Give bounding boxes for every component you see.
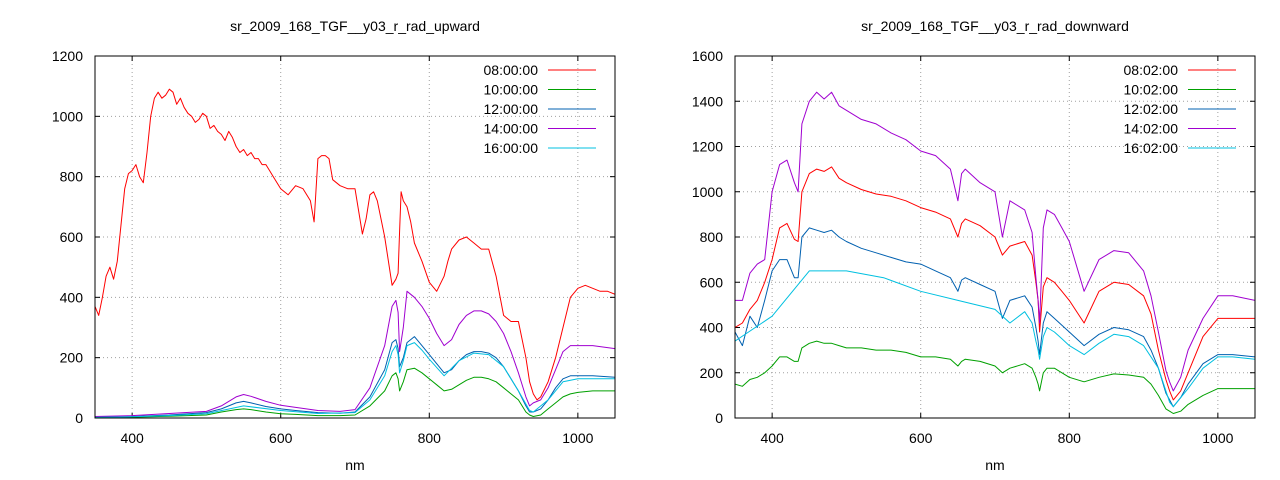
series-line-10:02:00 (735, 340, 1255, 414)
y-tick-label: 1400 (692, 93, 723, 109)
legend-label: 16:00:00 (484, 140, 539, 156)
plot-frame (734, 55, 1256, 419)
series-line-12:00:00 (95, 336, 615, 418)
y-tick-label: 600 (700, 274, 724, 290)
y-tick-label: 1600 (692, 48, 723, 64)
y-tick-label: 1000 (692, 184, 723, 200)
y-tick-label: 400 (60, 289, 84, 305)
series-line-08:00:00 (95, 88, 615, 401)
legend-label: 14:02:00 (1124, 121, 1179, 137)
x-tick-label: 800 (418, 430, 442, 446)
legend-label: 16:02:00 (1124, 140, 1179, 156)
x-tick-label: 1000 (1202, 430, 1233, 446)
y-tick-label: 200 (60, 350, 84, 366)
legend-label: 08:00:00 (484, 62, 539, 78)
chart-2: sr_2009_168_TGF__y03_r_rad_downward 0 200 4… (692, 18, 1256, 473)
series-line-14:00:00 (95, 290, 615, 417)
x-tick-label: 1000 (562, 430, 593, 446)
legend-label: 10:00:00 (484, 82, 539, 98)
y-tick-label: 1200 (52, 48, 83, 64)
y-tick-label: 400 (700, 320, 724, 336)
series-line-12:02:00 (735, 227, 1255, 408)
series-line-08:02:00 (735, 166, 1255, 401)
legend-label: 08:02:00 (1124, 62, 1179, 78)
y-tick-label: 800 (60, 169, 84, 185)
x-axis-label: nm (985, 457, 1004, 473)
series-line-16:02:00 (735, 270, 1255, 408)
x-tick-label: 400 (760, 430, 784, 446)
y-tick-label: 1200 (692, 139, 723, 155)
y-tick-label: 0 (715, 410, 723, 426)
series-line-10:00:00 (95, 367, 615, 418)
y-tick-label: 800 (700, 229, 724, 245)
x-tick-label: 800 (1058, 430, 1082, 446)
plot-frame (94, 55, 616, 419)
series-line-14:02:00 (735, 91, 1255, 392)
y-tick-label: 600 (60, 229, 84, 245)
legend-label: 10:02:00 (1124, 82, 1179, 98)
chart-1: sr_2009_168_TGF__y03_r_rad_upward 0 200 400… (52, 18, 616, 473)
x-tick-label: 600 (269, 430, 293, 446)
y-tick-label: 200 (700, 365, 724, 381)
series-line-16:00:00 (95, 342, 615, 418)
legend-label: 12:00:00 (484, 101, 539, 117)
legend-label: 14:00:00 (484, 121, 539, 137)
legend-label: 12:02:00 (1124, 101, 1179, 117)
y-tick-label: 1000 (52, 108, 83, 124)
x-tick-label: 600 (909, 430, 933, 446)
chart-title: sr_2009_168_TGF__y03_r_rad_upward (230, 18, 480, 34)
x-tick-label: 400 (120, 430, 144, 446)
y-tick-label: 0 (75, 410, 83, 426)
x-axis-label: nm (345, 457, 364, 473)
chart-title: sr_2009_168_TGF__y03_r_rad_downward (861, 18, 1129, 34)
